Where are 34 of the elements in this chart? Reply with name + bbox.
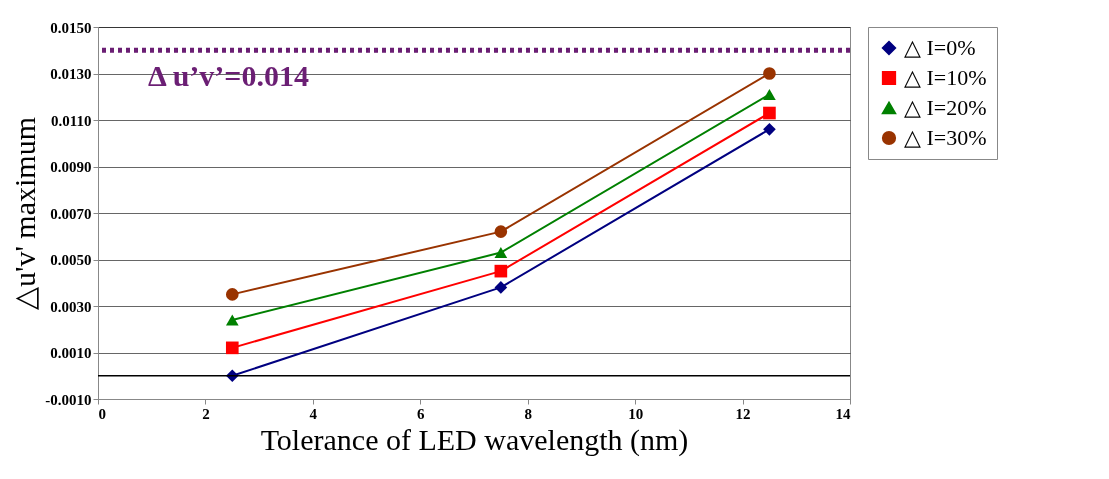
x-tick-label: 6	[417, 405, 426, 422]
x-tick-label: 8	[524, 405, 532, 422]
y-tick-label: 0.0070	[50, 205, 92, 222]
legend-label: △ I=30%	[904, 125, 987, 150]
y-tick-label: 0.0030	[50, 298, 92, 315]
point	[763, 67, 776, 80]
point	[494, 247, 508, 258]
point	[494, 264, 508, 278]
x-tick-label: 14	[835, 405, 851, 422]
point	[763, 122, 776, 136]
point	[225, 314, 239, 326]
y-tick-label: -0.0010	[45, 391, 92, 408]
x-tick-label: 4	[309, 405, 318, 422]
x-tick-label: 0	[98, 405, 106, 422]
point	[225, 288, 239, 301]
y-tick-label: 0.0150	[50, 19, 92, 36]
y-axis-title: △u'v' maximum	[8, 117, 42, 310]
y-tick-label: 0.0110	[51, 112, 92, 129]
x-axis-title: Tolerance of LED wavelength (nm)	[260, 422, 689, 457]
legend-label: △ I=10%	[904, 65, 987, 90]
legend-label: △ I=20%	[904, 95, 987, 120]
x-tick-label: 12	[735, 405, 751, 422]
x-tick-label: 2	[202, 405, 210, 422]
point	[494, 225, 508, 238]
y-tick-label: 0.0050	[50, 252, 92, 268]
x-tick-label: 10	[628, 405, 644, 422]
point	[494, 281, 508, 294]
y-tick-label: 0.0130	[50, 66, 92, 82]
point	[763, 88, 776, 100]
y-tick-label: 0.0010	[50, 345, 92, 361]
legend-label: △ I=0%	[904, 35, 976, 60]
y-tick-label: 0.0090	[50, 159, 92, 175]
point	[763, 106, 776, 120]
point	[225, 341, 239, 355]
